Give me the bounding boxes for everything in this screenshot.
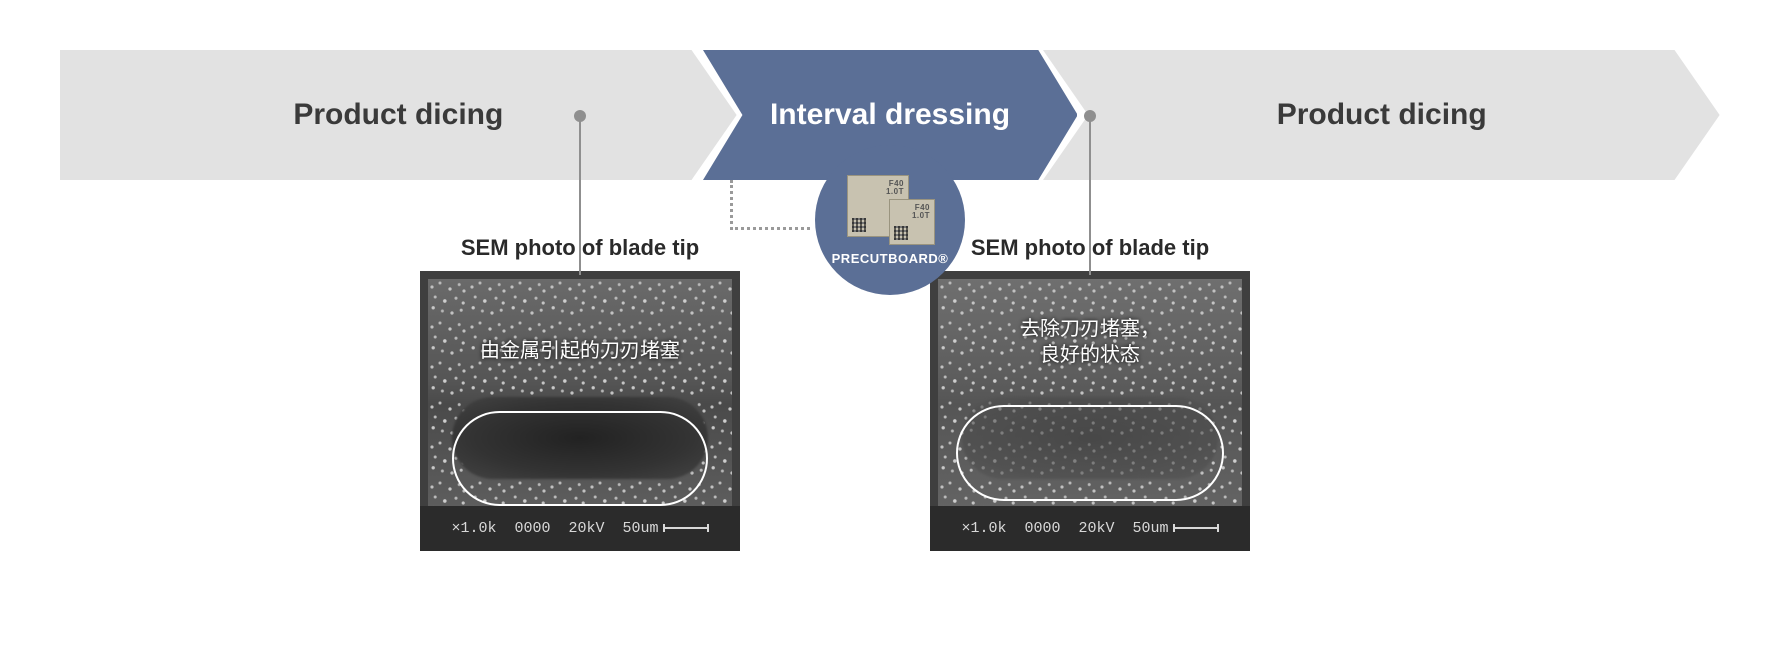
sem-id: 0000 — [1024, 520, 1060, 537]
leader-line-1 — [579, 120, 581, 275]
flow-step-3-label: Product dicing — [1277, 98, 1487, 132]
flow-step-1: Product dicing — [60, 50, 737, 180]
leader-dot-1 — [574, 110, 586, 122]
sem-footer-before: ×1.0k 0000 20kV 50um — [420, 506, 740, 551]
sem-image-after: 去除刀刃堵塞， 良好的状态 ×1.0k 0000 20kV 50um — [930, 271, 1250, 551]
sem-mag: ×1.0k — [961, 520, 1006, 537]
callout-after: SEM photo of blade tip 去除刀刃堵塞， 良好的状态 ×1.… — [910, 235, 1270, 551]
sem-scale: 50um — [623, 520, 709, 537]
leader-line-2 — [1089, 120, 1091, 275]
sem-oval-before — [452, 411, 708, 506]
dotted-connector — [730, 180, 810, 230]
sem-oval-after — [956, 405, 1225, 500]
precutboard-label: PRECUTBOARD® — [832, 251, 949, 266]
leader-dot-2 — [1084, 110, 1096, 122]
sem-image-before: 由金属引起的刀刃堵塞 ×1.0k 0000 20kV 50um — [420, 271, 740, 551]
flow-step-1-label: Product dicing — [293, 98, 503, 132]
sem-id: 0000 — [514, 520, 550, 537]
sem-mag: ×1.0k — [451, 520, 496, 537]
sem-scale: 50um — [1133, 520, 1219, 537]
sem-caption-before: 由金属引起的刀刃堵塞 — [420, 338, 740, 364]
sem-kv: 20kV — [1079, 520, 1115, 537]
precutboard-icon: F401.0T F401.0T — [845, 175, 935, 245]
flow-step-2-label: Interval dressing — [770, 98, 1010, 132]
process-flow: Product dicing Interval dressing Product… — [60, 50, 1720, 180]
flow-step-3: Product dicing — [1043, 50, 1720, 180]
precutboard-badge: F401.0T F401.0T PRECUTBOARD® — [815, 145, 965, 295]
sem-caption-after: 去除刀刃堵塞， 良好的状态 — [930, 316, 1250, 368]
callout-before: SEM photo of blade tip 由金属引起的刀刃堵塞 ×1.0k … — [400, 235, 760, 551]
sem-footer-after: ×1.0k 0000 20kV 50um — [930, 506, 1250, 551]
sem-kv: 20kV — [569, 520, 605, 537]
